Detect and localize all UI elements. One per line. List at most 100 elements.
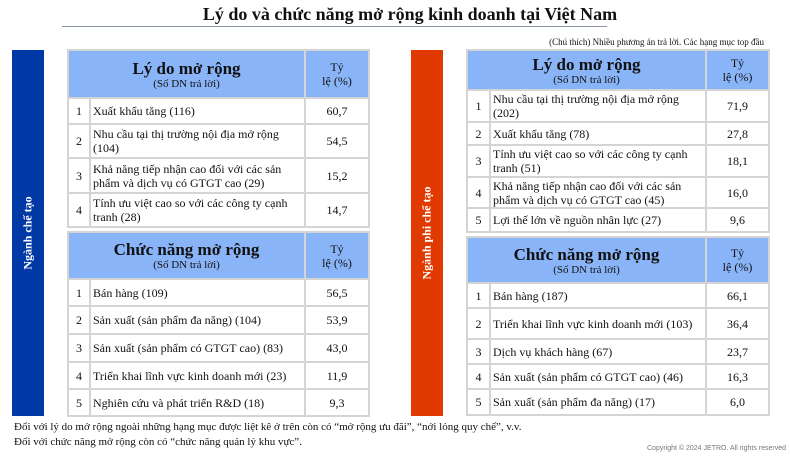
rate-column-header: Tỷ lệ (%) <box>705 236 770 284</box>
rate-value: 66,1 <box>705 282 770 309</box>
table-row: 1 Bán hàng (187) 66,1 <box>466 282 770 309</box>
rank: 1 <box>466 89 491 123</box>
reasons-subheading: (Số DN trả lời) <box>553 73 620 86</box>
item-label: Bán hàng (109) <box>89 278 306 307</box>
non-manufacturing-table: Lý do mở rộng (Số DN trả lời) Tỷ lệ (%) 1 Nhu… <box>466 49 770 416</box>
rank: 5 <box>67 388 91 417</box>
table-row: 5 Nghiên cứu và phát triển R&D (18) 9,3 <box>67 388 370 417</box>
item-label: Khả năng tiếp nhận cao đối với các sản p… <box>89 157 306 194</box>
rate-value: 11,9 <box>304 361 370 390</box>
item-label: Sản xuất (sản phẩm đa năng) (17) <box>489 388 707 416</box>
rank: 5 <box>466 207 491 233</box>
rate-value: 15,2 <box>304 157 370 194</box>
reasons-heading-cell: Lý do mở rộng (Số DN trả lời) <box>67 49 306 99</box>
rank: 1 <box>67 278 91 307</box>
rate-value: 18,1 <box>705 144 770 178</box>
table-row: 3 Dịch vụ khách hàng (67) 23,7 <box>466 338 770 365</box>
functions-header: Chức năng mở rộng (Số DN trả lời) Tỷ lệ (%) <box>466 236 770 284</box>
table-row: 4 Triển khai lĩnh vực kinh doanh mới (23)… <box>67 361 370 390</box>
rate-value: 56,5 <box>304 278 370 307</box>
functions-heading-cell: Chức năng mở rộng (Số DN trả lời) <box>67 231 306 280</box>
reasons-heading: Lý do mở rộng <box>532 54 641 74</box>
rate-column-header: Tỷ lệ (%) <box>304 231 370 280</box>
table-row: 3 Tính ưu việt cao so với các công ty cạn… <box>466 144 770 178</box>
table-row: 4 Khả năng tiếp nhận cao đối với các sản … <box>466 176 770 209</box>
table-row: 3 Sản xuất (sản phẩm có GTGT cao) (83) 43,… <box>67 333 370 363</box>
item-label: Tính ưu việt cao so với các công ty cạnh… <box>89 192 306 228</box>
rate-value: 16,0 <box>705 176 770 209</box>
rank: 3 <box>67 157 91 194</box>
table-row: 5 Sản xuất (sản phẩm đa năng) (17) 6,0 <box>466 388 770 416</box>
rank: 4 <box>466 176 491 209</box>
table-row: 4 Tính ưu việt cao so với các công ty cạn… <box>67 192 370 228</box>
rate-value: 54,5 <box>304 123 370 159</box>
rate-value: 9,6 <box>705 207 770 233</box>
rate-value: 53,9 <box>304 305 370 335</box>
page-title: Lý do và chức năng mở rộng kinh doanh tạ… <box>202 4 618 24</box>
rate-value: 14,7 <box>304 192 370 228</box>
item-label: Triển khai lĩnh vực kinh doanh mới (23) <box>89 361 306 390</box>
rate-value: 9,3 <box>304 388 370 417</box>
reasons-heading: Lý do mở rộng <box>132 58 241 78</box>
table-row: 2 Triển khai lĩnh vực kinh doanh mới (103… <box>466 307 770 340</box>
non-manufacturing-label-bar: Ngành phi chế tạo <box>411 50 443 416</box>
item-label: Lợi thế lớn về nguồn nhân lực (27) <box>489 207 707 233</box>
item-label: Dịch vụ khách hàng (67) <box>489 338 707 365</box>
table-row: 5 Lợi thế lớn về nguồn nhân lực (27) 9,6 <box>466 207 770 233</box>
rate-value: 60,7 <box>304 97 370 125</box>
item-label: Sản xuất (sản phẩm có GTGT cao) (83) <box>89 333 306 363</box>
rank: 2 <box>466 307 491 340</box>
item-label: Sản xuất (sản phẩm có GTGT cao) (46) <box>489 363 707 390</box>
rank: 4 <box>466 363 491 390</box>
rank: 4 <box>67 192 91 228</box>
item-label: Khả năng tiếp nhận cao đối với các sản p… <box>489 176 707 209</box>
rate-column-header: Tỷ lệ (%) <box>705 49 770 91</box>
table-row: 2 Xuất khẩu tăng (78) 27,8 <box>466 121 770 146</box>
rate-value: 27,8 <box>705 121 770 146</box>
item-label: Xuất khẩu tăng (116) <box>89 97 306 125</box>
table-row: 2 Nhu cầu tại thị trường nội địa mở rộng … <box>67 123 370 159</box>
rank: 1 <box>67 97 91 125</box>
rank: 4 <box>67 361 91 390</box>
item-label: Tính ưu việt cao so với các công ty cạnh… <box>489 144 707 178</box>
reasons-heading-cell: Lý do mở rộng (Số DN trả lời) <box>466 49 707 91</box>
functions-heading: Chức năng mở rộng <box>113 240 260 259</box>
rate-value: 71,9 <box>705 89 770 123</box>
non-manufacturing-label: Ngành phi chế tạo <box>419 186 434 280</box>
reasons-header: Lý do mở rộng (Số DN trả lời) Tỷ lệ (%) <box>67 49 370 99</box>
rank: 2 <box>67 123 91 159</box>
manufacturing-table: Lý do mở rộng (Số DN trả lời) Tỷ lệ (%) 1 Xuấ… <box>67 49 370 417</box>
footnote-1: Đối với lý do mở rộng ngoài những hạng m… <box>14 421 522 433</box>
rate-value: 36,4 <box>705 307 770 340</box>
functions-subheading: (Số DN trả lời) <box>153 259 220 271</box>
table-row: 3 Khả năng tiếp nhận cao đối với các sản … <box>67 157 370 194</box>
manufacturing-label: Ngành chế tạo <box>20 196 35 270</box>
table-row: 1 Nhu cầu tại thị trường nội địa mở rộng … <box>466 89 770 123</box>
table-row: 1 Xuất khẩu tăng (116) 60,7 <box>67 97 370 125</box>
manufacturing-label-bar: Ngành chế tạo <box>12 50 44 416</box>
rate-value: 43,0 <box>304 333 370 363</box>
functions-header: Chức năng mở rộng (Số DN trả lời) Tỷ lệ (%) <box>67 231 370 280</box>
title-divider <box>62 26 607 27</box>
rank: 1 <box>466 282 491 309</box>
rate-value: 16,3 <box>705 363 770 390</box>
item-label: Nghiên cứu và phát triển R&D (18) <box>89 388 306 417</box>
footnote-2: Đối với chức năng mở rộng còn có “chức n… <box>14 436 302 448</box>
note: (Chú thích) Nhiều phương án trả lời. Các… <box>549 37 764 47</box>
rate-value: 23,7 <box>705 338 770 365</box>
item-label: Xuất khẩu tăng (78) <box>489 121 707 146</box>
table-row: 1 Bán hàng (109) 56,5 <box>67 278 370 307</box>
rank: 3 <box>67 333 91 363</box>
functions-heading: Chức năng mở rộng <box>513 244 660 264</box>
rank: 5 <box>466 388 491 416</box>
reasons-subheading: (Số DN trả lời) <box>153 77 220 90</box>
table-row: 2 Sản xuất (sản phẩm đa năng) (104) 53,9 <box>67 305 370 335</box>
item-label: Bán hàng (187) <box>489 282 707 309</box>
rank: 3 <box>466 338 491 365</box>
item-label: Nhu cầu tại thị trường nội địa mở rộng (… <box>89 123 306 159</box>
functions-heading-cell: Chức năng mở rộng (Số DN trả lời) <box>466 236 707 284</box>
table-row: 4 Sản xuất (sản phẩm có GTGT cao) (46) 16,… <box>466 363 770 390</box>
reasons-header: Lý do mở rộng (Số DN trả lời) Tỷ lệ (%) <box>466 49 770 91</box>
rate-column-header: Tỷ lệ (%) <box>304 49 370 99</box>
rank: 2 <box>67 305 91 335</box>
